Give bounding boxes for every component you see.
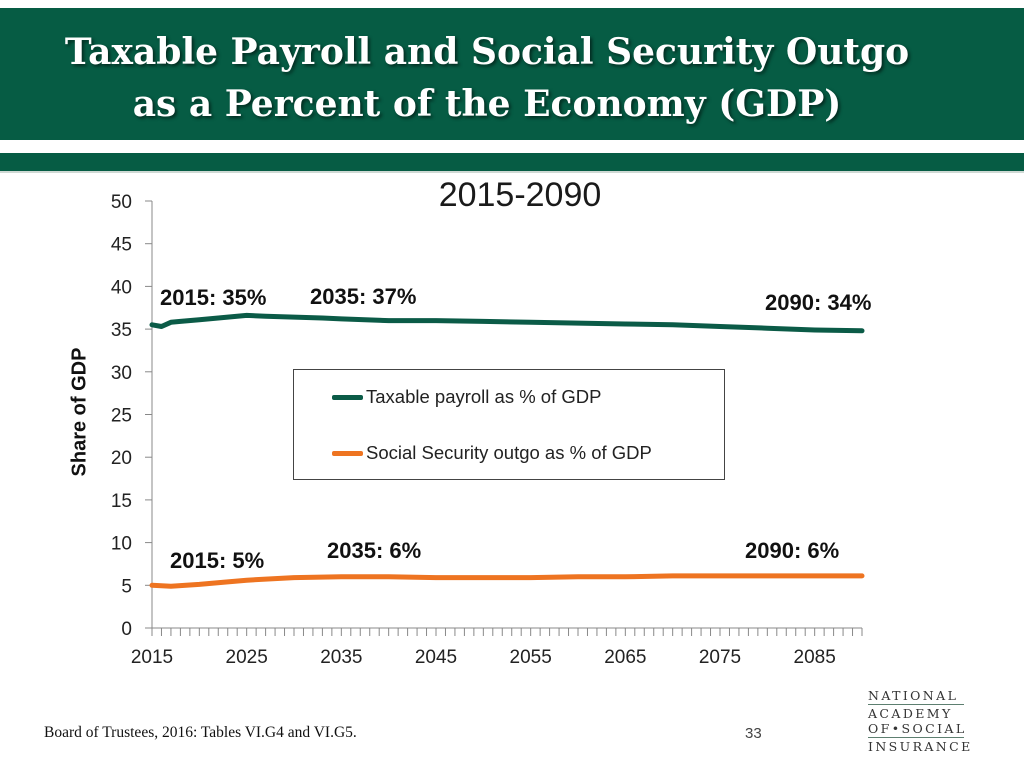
legend-label-payroll: Taxable payroll as % of GDP xyxy=(366,386,602,407)
x-tick-label: 2035 xyxy=(320,647,362,668)
logo-line-3: OF•SOCIAL xyxy=(868,721,967,736)
data-label: 2035: 37% xyxy=(310,284,416,309)
legend-item-payroll: Taxable payroll as % of GDP xyxy=(332,386,601,408)
x-tick-label: 2045 xyxy=(415,647,457,668)
title-banner: Taxable Payroll and Social Security Outg… xyxy=(0,8,1024,140)
x-tick-label: 2065 xyxy=(604,647,646,668)
header-rule xyxy=(0,153,1024,171)
y-tick-label: 0 xyxy=(121,619,132,640)
y-tick-label: 10 xyxy=(111,534,132,555)
y-tick-label: 30 xyxy=(111,363,132,384)
y-tick-label: 25 xyxy=(111,406,132,427)
legend-swatch-outgo xyxy=(332,450,363,456)
x-tick-label: 2015 xyxy=(131,647,173,668)
y-tick-label: 40 xyxy=(111,277,132,298)
slide-title-line2: as a Percent of the Economy (GDP) xyxy=(132,83,842,125)
header-rule-light xyxy=(0,171,1024,173)
x-tick-label: 2085 xyxy=(794,647,836,668)
page-number: 33 xyxy=(745,725,762,742)
chart-title: 2015-2090 xyxy=(438,176,602,214)
x-tick-label: 2075 xyxy=(699,647,741,668)
x-tick-label: 2025 xyxy=(226,647,268,668)
logo-divider xyxy=(868,737,964,738)
x-tick-label: 2055 xyxy=(510,647,552,668)
data-label: 2090: 6% xyxy=(745,538,839,563)
y-tick-label: 35 xyxy=(111,320,132,341)
data-label: 2015: 35% xyxy=(160,285,266,310)
legend-label-outgo: Social Security outgo as % of GDP xyxy=(366,442,652,463)
y-tick-label: 50 xyxy=(111,192,132,213)
data-label: 2015: 5% xyxy=(170,548,264,573)
chart-annotations: 2015: 35% 2035: 37% 2090: 34% 2015: 5% 2035:… xyxy=(160,284,871,573)
y-tick-label: 45 xyxy=(111,235,132,256)
chart-series xyxy=(149,312,865,589)
source-citation: Board of Trustees, 2016: Tables VI.G4 an… xyxy=(44,724,357,741)
series-line-taxable-payroll xyxy=(149,312,865,334)
data-label: 2035: 6% xyxy=(327,538,421,563)
slide-title-line1: Taxable Payroll and Social Security Outg… xyxy=(64,31,910,73)
slide-title: Taxable Payroll and Social Security Outg… xyxy=(0,26,1024,130)
logo-divider xyxy=(868,704,964,705)
series-line-ss-outgo xyxy=(149,573,865,589)
chart-legend: Taxable payroll as % of GDP Social Secur… xyxy=(293,369,725,480)
legend-item-outgo: Social Security outgo as % of GDP xyxy=(332,442,652,464)
logo-line-2: ACADEMY xyxy=(868,706,953,721)
y-tick-label: 15 xyxy=(111,491,132,512)
data-label: 2090: 34% xyxy=(765,290,871,315)
logo-line-1: NATIONAL xyxy=(868,688,959,703)
legend-swatch-payroll xyxy=(332,394,363,400)
logo-line-4: INSURANCE xyxy=(868,739,973,754)
y-tick-label: 5 xyxy=(121,576,132,597)
y-tick-label: 20 xyxy=(111,448,132,469)
nasi-logo: NATIONAL ACADEMY OF•SOCIAL INSURANCE xyxy=(868,688,970,754)
